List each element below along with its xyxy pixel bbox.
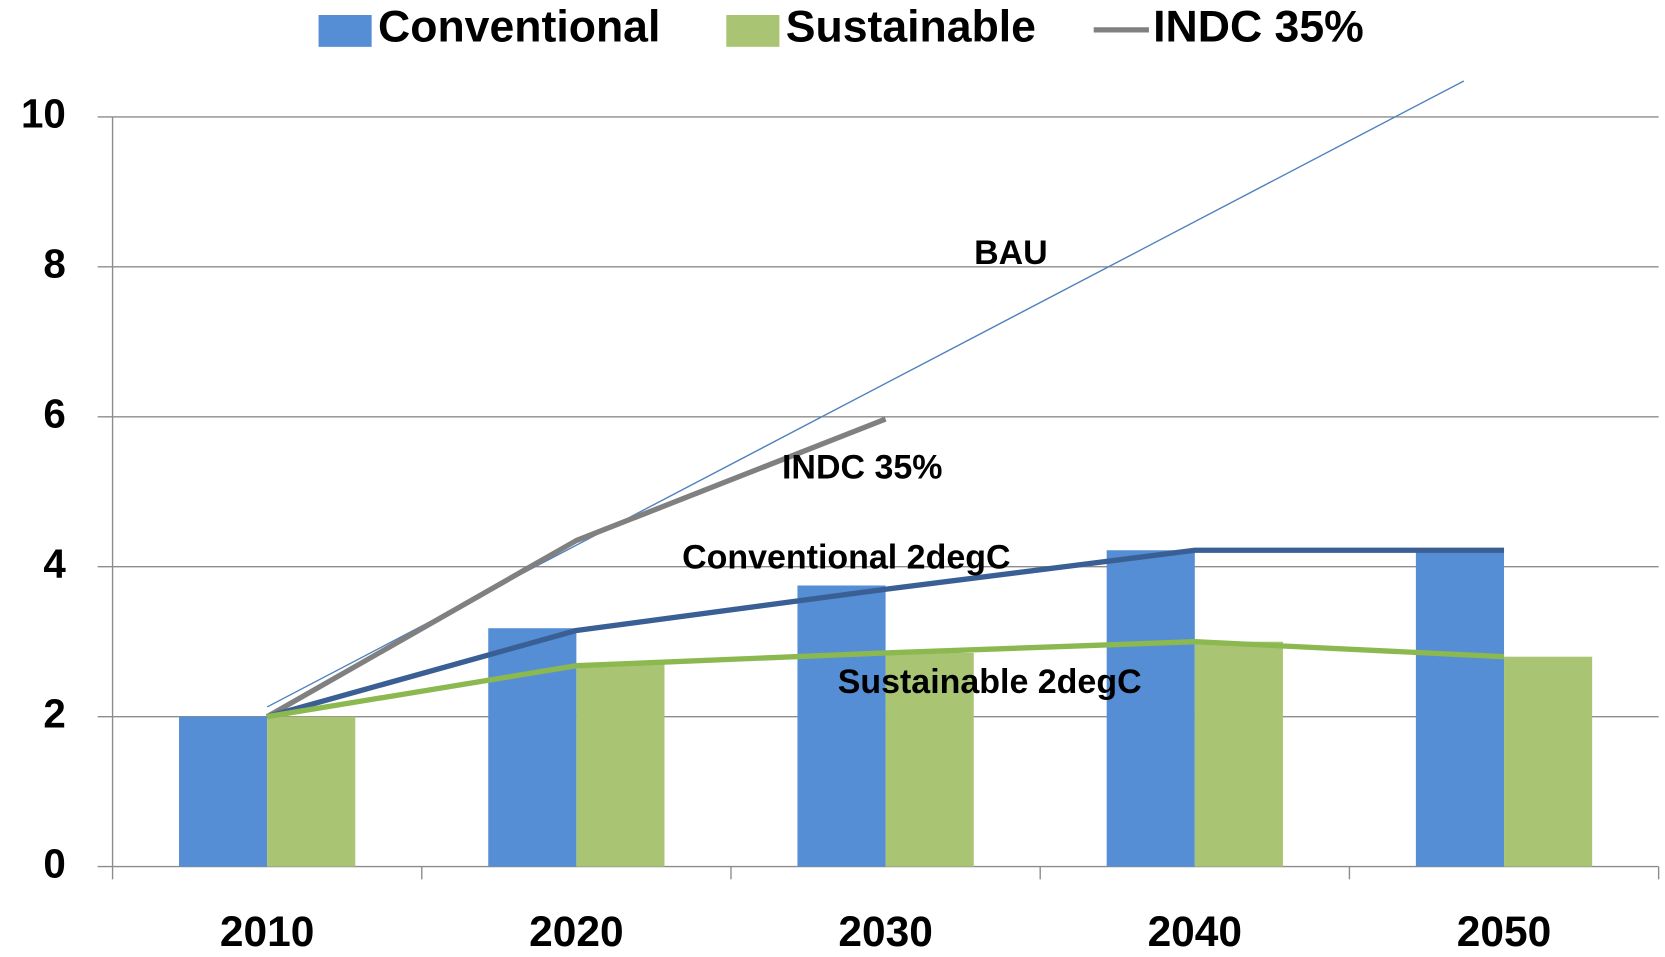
x-tick-label: 2020: [529, 908, 623, 955]
line: [266, 639, 1505, 720]
bar: [267, 716, 356, 867]
legend-label: Conventional: [378, 3, 660, 52]
bar: [1504, 656, 1593, 867]
bar: [179, 716, 268, 867]
line: [265, 416, 887, 719]
line: [266, 547, 1505, 720]
annotation: Conventional 2degC: [682, 539, 1010, 577]
y-tick-label: 4: [43, 540, 66, 586]
bar: [488, 628, 577, 867]
legend-label: Sustainable: [786, 3, 1036, 52]
legend-swatch: [726, 14, 780, 47]
x-tick-label: 2040: [1148, 908, 1242, 955]
annotation: BAU: [974, 234, 1048, 272]
y-tick-label: 10: [21, 91, 66, 137]
annotation: INDC 35%: [782, 448, 942, 486]
x-tick-label: 2030: [838, 908, 932, 955]
x-tick-label: 2010: [220, 908, 314, 955]
legend-swatch: [318, 14, 372, 47]
bar: [576, 664, 665, 867]
y-tick-label: 8: [43, 241, 65, 287]
y-tick-label: 6: [43, 390, 65, 436]
bar: [885, 652, 974, 867]
bar: [797, 585, 886, 867]
annotation: Sustainable 2degC: [838, 663, 1142, 701]
legend-label: INDC 35%: [1153, 3, 1364, 52]
x-tick-label: 2050: [1457, 908, 1551, 955]
y-tick-label: 2: [43, 690, 65, 736]
y-tick-label: 0: [43, 840, 65, 886]
bar: [1194, 641, 1283, 867]
bar: [1106, 550, 1195, 867]
bar: [1415, 550, 1505, 867]
